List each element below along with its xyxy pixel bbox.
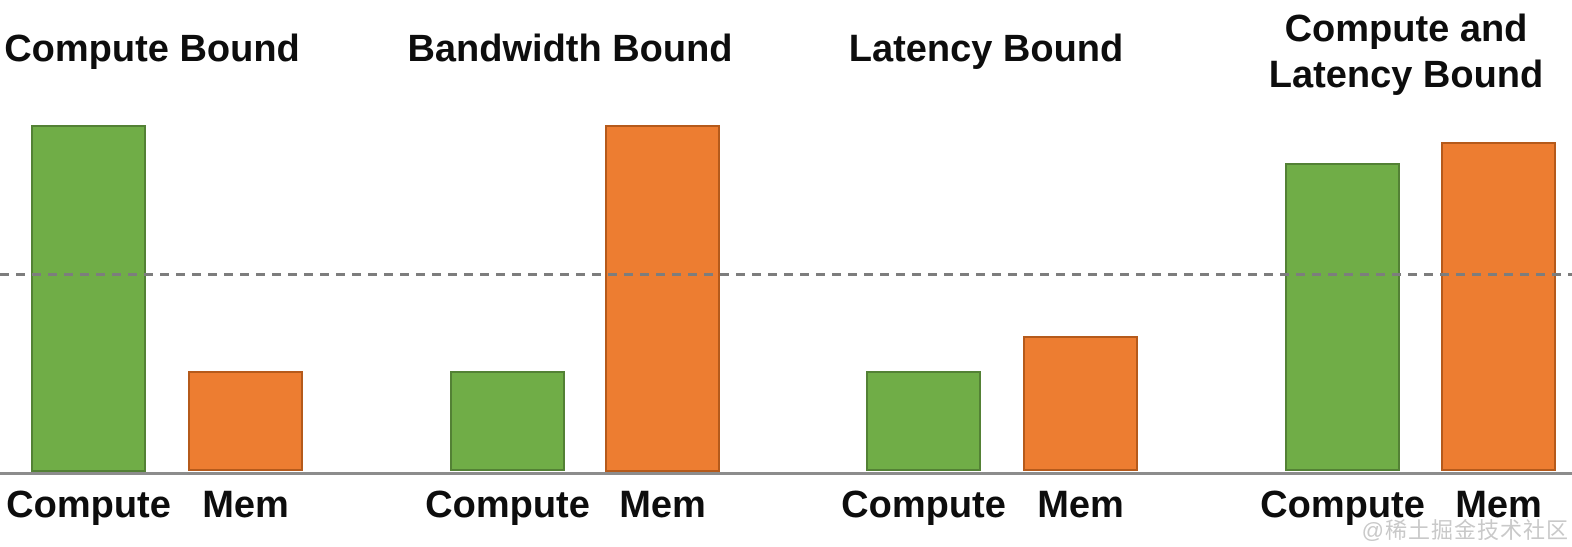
mem-bar <box>1023 336 1138 472</box>
compute-label: Compute <box>1260 484 1425 526</box>
mem-label: Mem <box>1037 484 1124 526</box>
mem-label: Mem <box>619 484 706 526</box>
compute-label: Compute <box>425 484 590 526</box>
mem-label: Mem <box>1455 484 1542 526</box>
compute-label: Compute <box>6 484 171 526</box>
watermark: @稀土掘金技术社区 <box>1361 518 1569 543</box>
mem-bar <box>1441 141 1556 472</box>
panel-title: Bandwidth Bound <box>407 28 733 70</box>
compute-bar <box>866 370 981 472</box>
compute-bar <box>31 124 146 472</box>
panel-title: Latency Bound <box>848 28 1124 70</box>
mem-label: Mem <box>202 484 289 526</box>
compute-label: Compute <box>841 484 1006 526</box>
x-axis-line <box>0 471 1572 475</box>
panel-title: Compute and Latency Bound <box>1268 8 1544 96</box>
compute-bar <box>450 370 565 472</box>
compute-bar <box>1285 162 1400 472</box>
panel-title: Compute Bound <box>4 28 300 70</box>
mem-bar <box>188 370 303 472</box>
threshold-dashed-line <box>0 273 1572 277</box>
mem-bar <box>605 124 720 472</box>
